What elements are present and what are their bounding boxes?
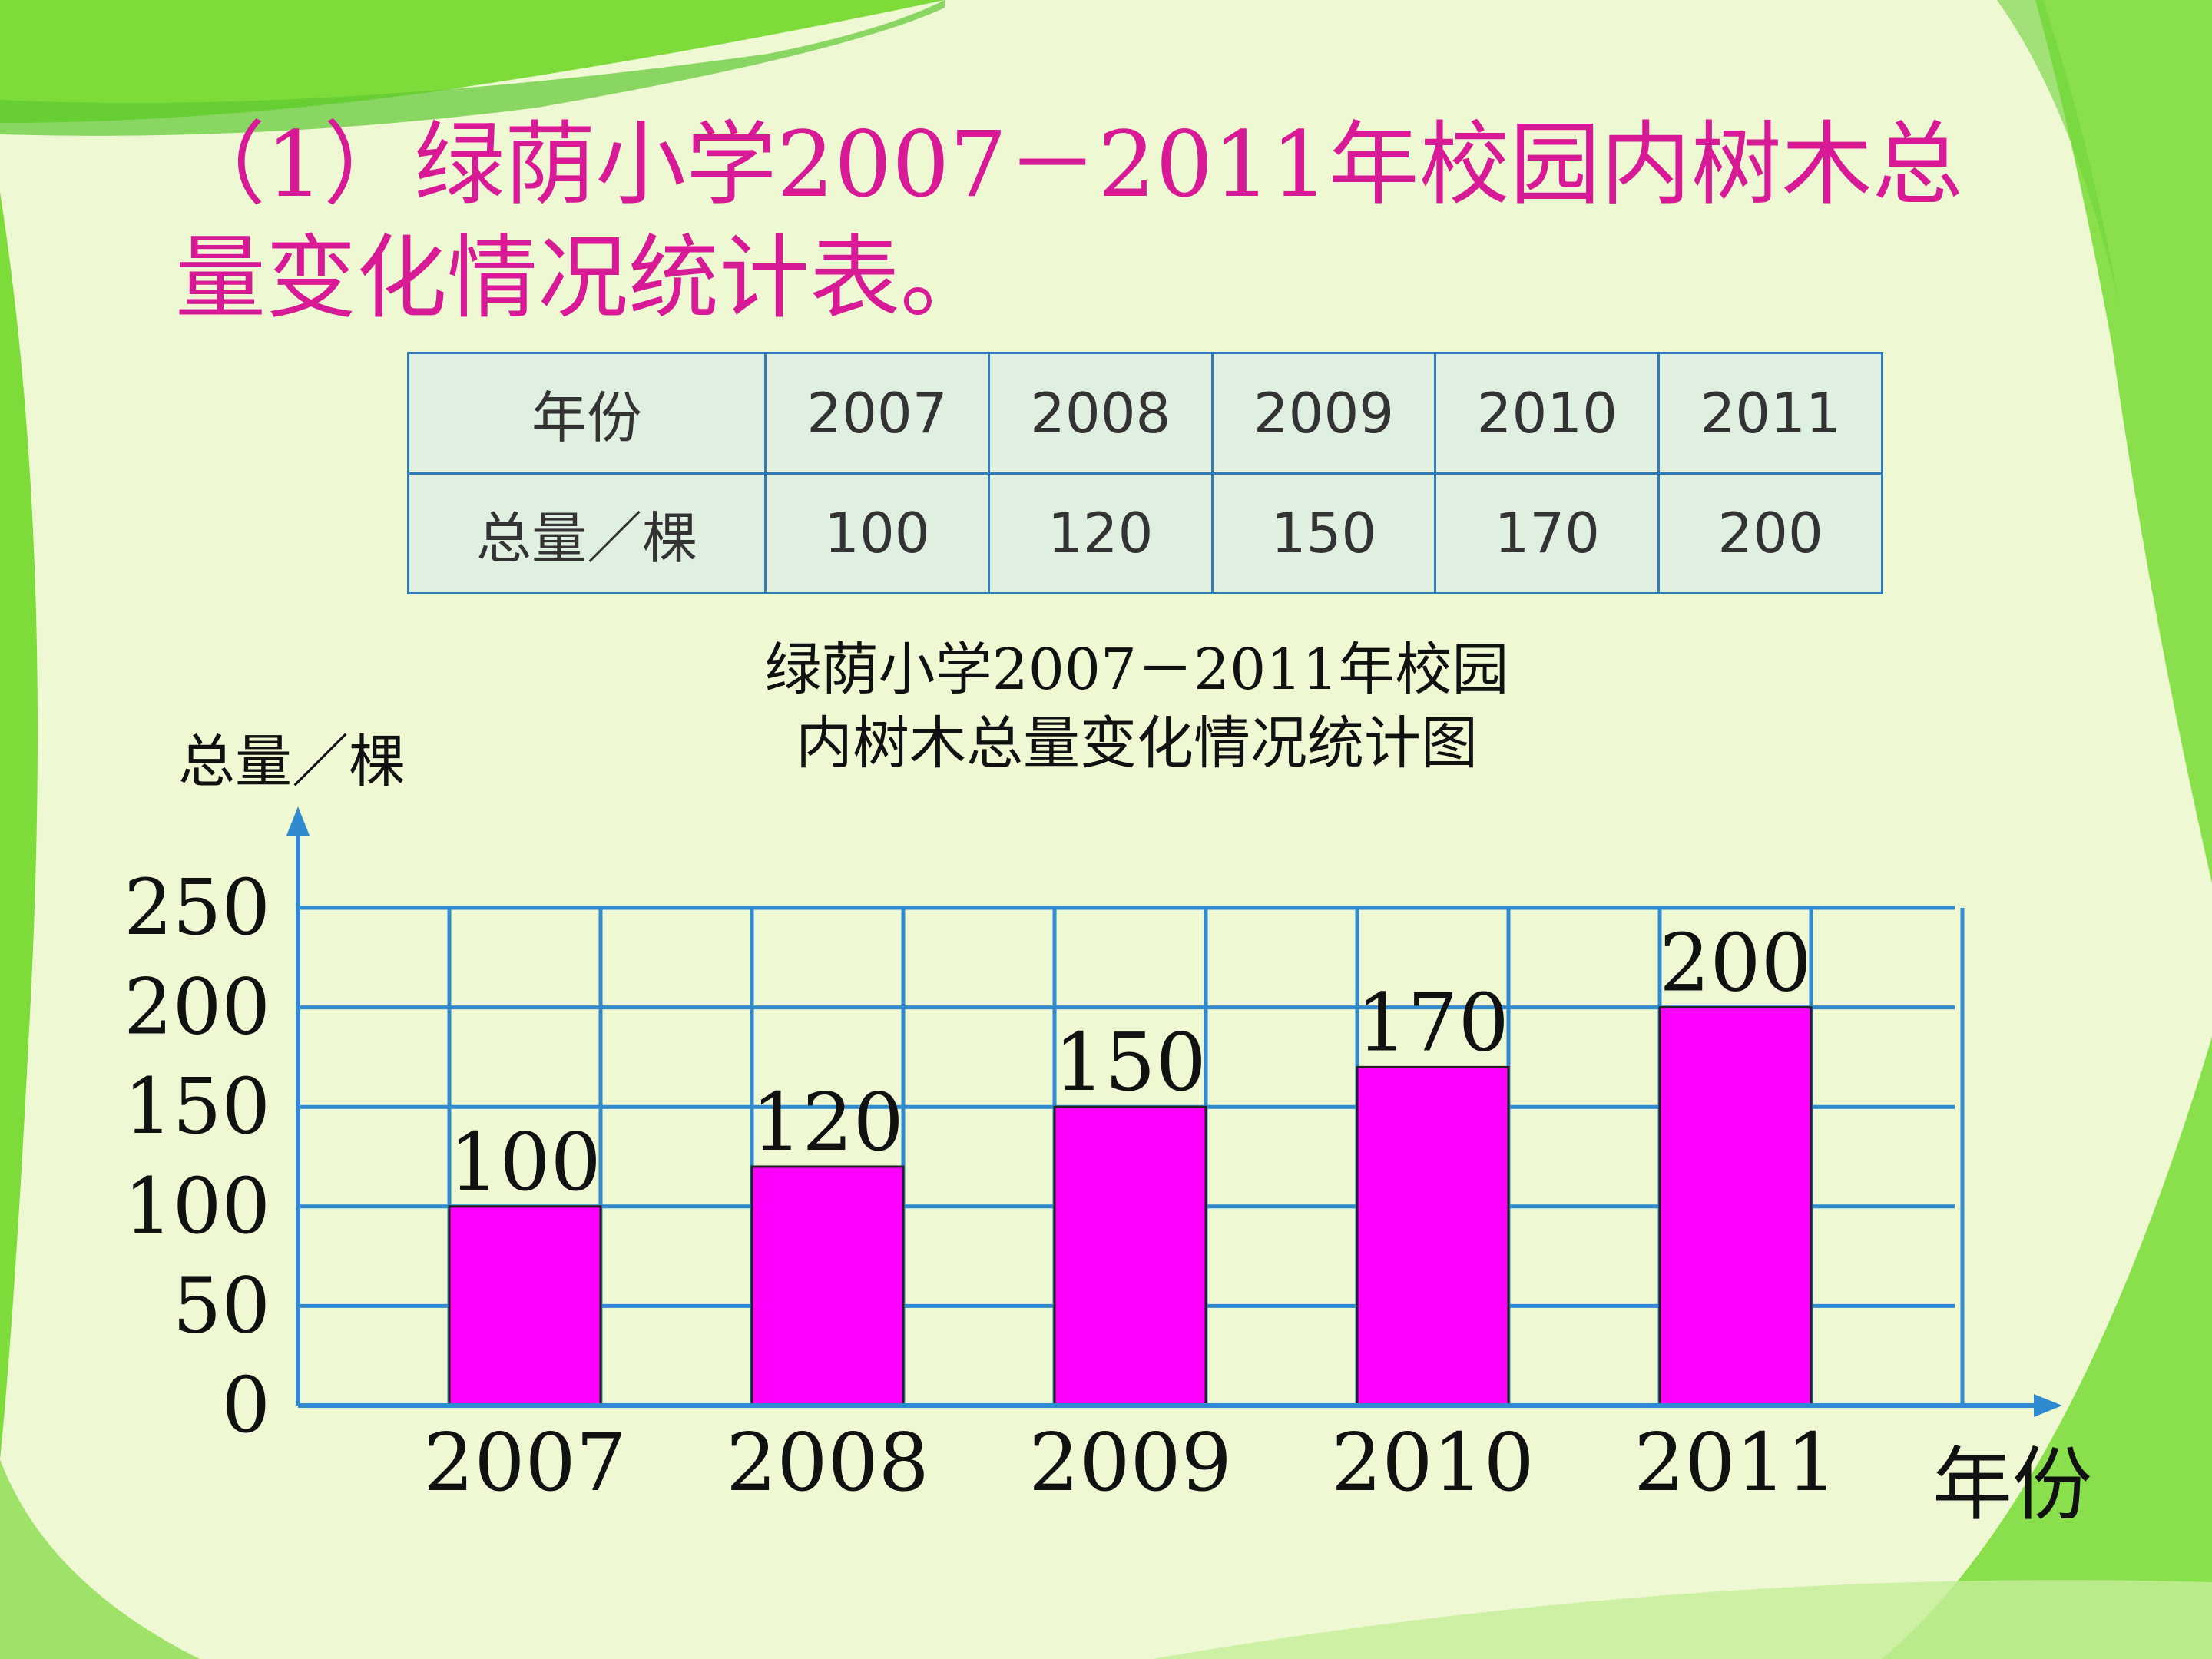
y-tick-label: 200 [124,962,270,1052]
table-cell-year: 2007 [764,352,990,475]
table-header-total: 总量／棵 [407,472,767,594]
chart-title-line: 绿荫小学2007－2011年校园 [764,637,1509,703]
x-axis-arrow [2034,1394,2062,1417]
table-cell-total: 170 [1434,472,1661,594]
bar [1053,1105,1207,1407]
x-tick-label: 2011 [1634,1416,1837,1509]
table-cell-year: 2008 [987,352,1214,475]
data-label: 100 [449,1115,601,1209]
table-row: 总量／棵 100 120 150 170 200 [407,472,1883,594]
data-table: 年份 2007 2008 2009 2010 2011 总量／棵 100 120… [407,352,1883,594]
chart-title: 绿荫小学2007－2011年校园 内树木总量变化情况统计图 [714,633,1559,780]
x-axis-label: 年份 [1932,1438,2093,1532]
table-cell-total: 150 [1210,472,1437,594]
x-tick-label: 2008 [726,1416,929,1509]
page-title: （1）绿荫小学2007－2011年校园内树木总量变化情况统计表。 [175,111,1963,331]
table-cell-total: 120 [987,472,1214,594]
table-cell-total: 200 [1657,472,1883,594]
y-tick-label: 250 [124,863,270,952]
table-cell-year: 2010 [1434,352,1661,475]
data-label: 170 [1356,975,1509,1069]
y-tick-label: 100 [124,1161,270,1251]
y-tick-label: 50 [173,1260,270,1350]
bar [750,1165,905,1407]
bar [1356,1065,1510,1407]
chart-title-line: 内树木总量变化情况统计图 [796,710,1478,777]
table-cell-total: 100 [764,472,990,594]
data-label: 200 [1659,916,1812,1010]
table-cell-year: 2009 [1210,352,1437,475]
data-label: 150 [1054,1015,1207,1109]
data-label: 120 [751,1075,904,1169]
y-tick-label: 0 [221,1360,270,1450]
y-axis-arrow [286,806,310,836]
y-axis-label: 总量／棵 [178,729,406,795]
bar [448,1205,602,1407]
y-tick-label: 150 [124,1061,270,1151]
x-tick-label: 2010 [1331,1416,1535,1509]
bar [1658,1006,1813,1407]
table-header-year: 年份 [407,352,767,475]
x-tick-label: 2009 [1028,1416,1232,1509]
table-row: 年份 2007 2008 2009 2010 2011 [407,352,1883,475]
table-cell-year: 2011 [1657,352,1883,475]
x-tick-label: 2007 [423,1416,627,1509]
